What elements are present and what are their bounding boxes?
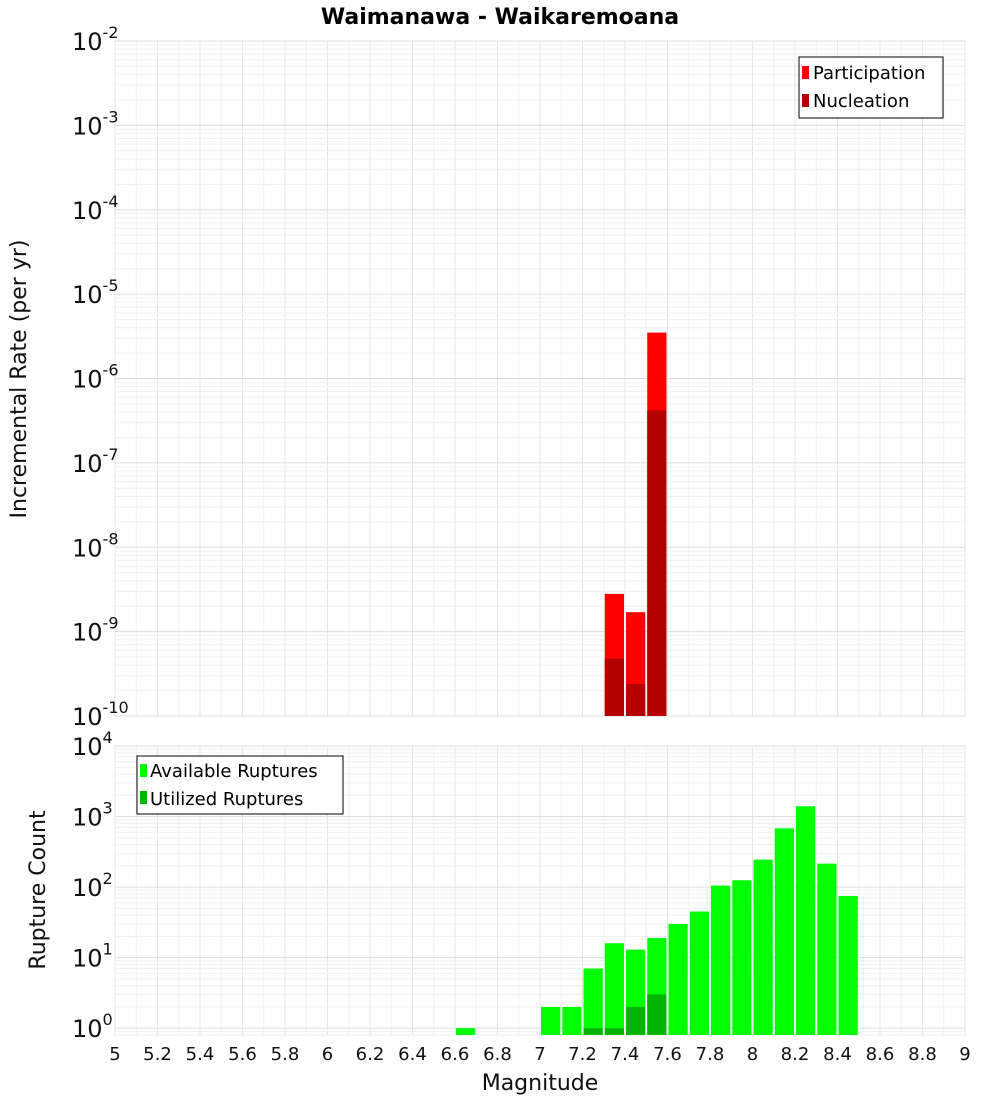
bottom-bar-available-ruptures	[562, 1006, 582, 1035]
x-tick-label: 7.4	[611, 1044, 640, 1065]
bottom-y-tick-label: 103	[72, 799, 113, 832]
top-gridlines	[114, 40, 966, 717]
bottom-bar-available-ruptures	[541, 1006, 561, 1035]
legend-swatch-participation	[802, 66, 809, 79]
x-tick-label: 8.8	[908, 1044, 937, 1065]
x-tick-label: 7.6	[653, 1044, 682, 1065]
bottom-bar-available-ruptures	[774, 828, 794, 1035]
top-panel: 10-2 10-3 10-4 10-5 10-6 10-7 10-8 10-9 10-10 In…	[7, 23, 966, 731]
bottom-legend: Available Ruptures Utilized Ruptures	[136, 755, 344, 815]
bottom-bar-available-ruptures	[583, 968, 603, 1035]
top-legend: Participation Nucleation	[798, 56, 944, 119]
x-tick-label: 6	[322, 1044, 333, 1065]
top-y-axis-label: Incremental Rate (per yr)	[7, 240, 32, 519]
x-tick-label: 5.2	[143, 1044, 172, 1065]
bottom-bars	[456, 806, 858, 1035]
bottom-bar-utilized-ruptures	[583, 1028, 603, 1035]
bottom-bar-available-ruptures	[838, 895, 858, 1035]
bottom-bar-utilized-ruptures	[626, 1006, 646, 1035]
bottom-bar-available-ruptures	[753, 859, 773, 1035]
bottom-bar-available-ruptures	[604, 943, 624, 1035]
x-tick-label: 9	[959, 1044, 970, 1065]
x-tick-label: 7.2	[568, 1044, 597, 1065]
x-tick-label: 6.2	[356, 1044, 385, 1065]
x-axis-label: Magnitude	[482, 1071, 599, 1096]
bottom-bar-available-ruptures	[711, 885, 731, 1035]
bottom-bar-available-ruptures	[817, 863, 837, 1035]
x-tick-label: 8.6	[866, 1044, 895, 1065]
x-tick-label: 8.2	[781, 1044, 810, 1065]
bottom-panel: 104 103 102 101 100 5 5.2 5.4 5.6 5.8 6 6.2 6.4 6.6 6…	[26, 728, 971, 1096]
bottom-bar-available-ruptures	[689, 911, 709, 1035]
top-y-tick-label: 10-10	[72, 698, 129, 731]
x-tick-label: 7.8	[696, 1044, 725, 1065]
legend-label-available: Available Ruptures	[150, 761, 318, 782]
bottom-bar-utilized-ruptures	[604, 1028, 624, 1035]
x-tick-label: 8.4	[823, 1044, 852, 1065]
bottom-y-tick-label: 104	[72, 728, 113, 761]
bottom-y-axis-label: Rupture Count	[26, 810, 51, 970]
legend-label-nucleation: Nucleation	[813, 91, 909, 112]
top-y-tick-label: 10-5	[72, 276, 119, 309]
x-tick-labels: 5 5.2 5.4 5.6 5.8 6 6.2 6.4 6.6 6.8 7 7.2 7.4 7.6 7.8 8…	[109, 1044, 970, 1065]
top-y-tick-label: 10-3	[72, 107, 119, 140]
top-legend-box	[798, 56, 944, 119]
x-tick-label: 5.4	[186, 1044, 215, 1065]
bottom-bar-available-ruptures	[732, 880, 752, 1035]
chart-title: Waimanawa - Waikaremoana	[321, 5, 679, 30]
top-y-tick-label: 10-9	[72, 614, 119, 647]
x-tick-label: 7	[534, 1044, 545, 1065]
top-y-tick-label: 10-8	[72, 529, 119, 562]
top-bar-nucleation	[604, 658, 624, 716]
bottom-y-tick-label: 101	[72, 940, 113, 973]
legend-swatch-nucleation	[802, 94, 809, 107]
x-tick-label: 8	[747, 1044, 758, 1065]
x-tick-label: 6.6	[441, 1044, 470, 1065]
bottom-bar-available-ruptures	[456, 1028, 476, 1035]
top-y-tick-label: 10-7	[72, 445, 119, 478]
bottom-y-tick-labels: 104 103 102 101 100	[72, 728, 113, 1043]
x-tick-label: 6.4	[398, 1044, 427, 1065]
legend-swatch-utilized	[140, 791, 147, 804]
bottom-y-tick-label: 102	[72, 869, 113, 902]
bottom-y-tick-label: 100	[72, 1010, 113, 1043]
x-tick-label: 5.6	[228, 1044, 257, 1065]
bottom-bar-available-ruptures	[796, 806, 816, 1035]
legend-label-utilized: Utilized Ruptures	[150, 789, 303, 810]
top-bar-nucleation	[626, 683, 646, 716]
top-y-tick-label: 10-6	[72, 361, 119, 394]
x-tick-label: 6.8	[483, 1044, 512, 1065]
legend-swatch-available	[140, 764, 147, 777]
top-y-tick-label: 10-4	[72, 192, 119, 225]
top-bar-nucleation	[647, 410, 667, 716]
x-tick-label: 5.8	[271, 1044, 300, 1065]
top-y-tick-labels: 10-2 10-3 10-4 10-5 10-6 10-7 10-8 10-9 10-10	[72, 23, 129, 731]
top-bars	[604, 332, 667, 716]
legend-label-participation: Participation	[813, 63, 925, 84]
top-y-tick-label: 10-2	[72, 23, 119, 56]
x-tick-label: 5	[109, 1044, 120, 1065]
bottom-legend-box	[136, 755, 344, 815]
bottom-bar-available-ruptures	[668, 923, 688, 1035]
bottom-bar-utilized-ruptures	[647, 994, 667, 1035]
